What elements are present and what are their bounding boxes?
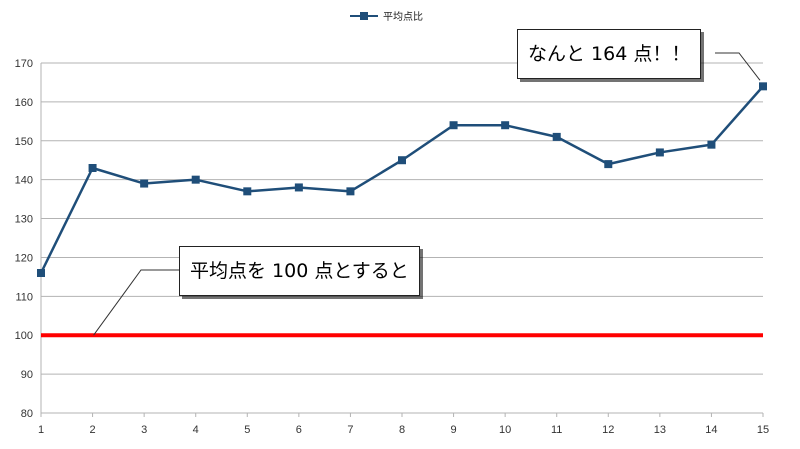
x-tick-label: 5 <box>244 424 250 436</box>
data-point <box>449 121 458 130</box>
data-point <box>604 160 613 169</box>
data-point <box>398 156 406 165</box>
x-tick-label: 2 <box>90 424 96 436</box>
data-point <box>552 132 561 141</box>
legend: 平均点比 <box>350 11 423 23</box>
y-tick-label: 130 <box>15 214 33 226</box>
data-point <box>140 179 149 188</box>
data-point <box>88 164 97 172</box>
series-group <box>37 82 767 277</box>
x-tick-label: 1 <box>38 424 44 436</box>
callout-max-score: なんと 164 点！！ <box>517 29 702 79</box>
y-tick-label: 110 <box>15 291 33 303</box>
x-tick-label: 7 <box>347 424 353 436</box>
y-tick-label: 140 <box>15 175 33 187</box>
data-point <box>501 121 510 130</box>
legend-label: 平均点比 <box>383 11 423 23</box>
x-tick-label: 14 <box>705 424 717 436</box>
y-tick-label: 170 <box>15 58 33 70</box>
x-tick-label: 12 <box>602 424 614 436</box>
y-tick-label: 120 <box>15 252 33 264</box>
data-point <box>37 269 45 277</box>
x-tick-label: 11 <box>551 424 562 436</box>
x-tick-label: 3 <box>141 424 147 436</box>
callout-average-score: 平均点を 100 点とすると <box>179 246 420 296</box>
x-tick-label: 10 <box>499 424 511 436</box>
y-tick-label: 150 <box>15 136 33 148</box>
gridlines <box>41 62 763 414</box>
y-tick-label: 160 <box>15 97 33 109</box>
data-point <box>707 140 716 149</box>
x-tick-label: 6 <box>296 424 302 436</box>
x-tick-label: 13 <box>654 424 666 436</box>
data-point <box>759 82 767 91</box>
data-point <box>294 183 303 192</box>
x-tick-label: 15 <box>757 424 769 436</box>
y-tick-label: 80 <box>21 408 33 420</box>
x-tick-label: 4 <box>193 424 199 436</box>
data-point <box>191 175 200 184</box>
data-point <box>655 148 664 157</box>
data-point <box>346 187 355 196</box>
callout-leaders <box>93 52 761 336</box>
y-tick-label: 100 <box>15 330 33 342</box>
data-point <box>243 187 252 196</box>
x-tick-label: 9 <box>451 424 457 436</box>
callout-leader-average <box>93 269 180 336</box>
legend-marker <box>360 12 368 20</box>
callout-leader-max <box>715 52 761 81</box>
x-tick-label: 8 <box>399 424 405 436</box>
y-tick-label: 90 <box>21 369 33 381</box>
